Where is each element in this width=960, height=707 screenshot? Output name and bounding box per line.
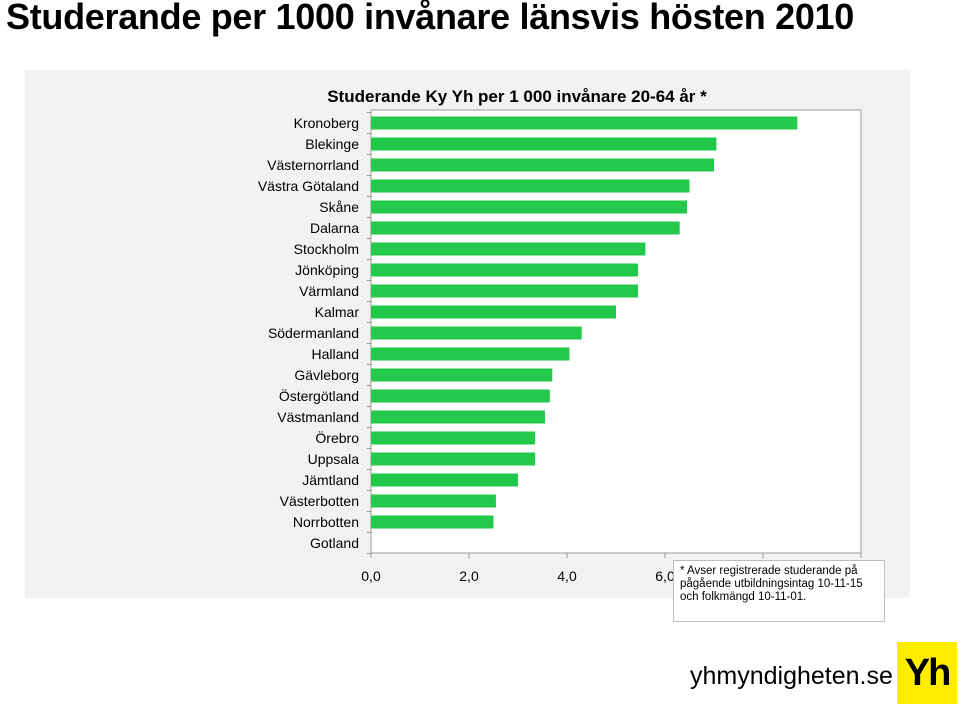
brand-url[interactable]: yhmyndigheten.se bbox=[690, 662, 893, 690]
category-label: Gotland bbox=[310, 535, 359, 551]
category-label: Västernorrland bbox=[267, 157, 359, 173]
category-label: Halland bbox=[312, 346, 359, 362]
yh-logo: Yh bbox=[897, 642, 957, 704]
bar bbox=[371, 221, 680, 235]
x-tick-label: 4,0 bbox=[557, 568, 577, 584]
category-label: Kalmar bbox=[315, 304, 360, 320]
bar bbox=[371, 515, 494, 529]
category-label: Norrbotten bbox=[293, 514, 359, 530]
category-label: Uppsala bbox=[308, 451, 360, 467]
category-label: Västerbotten bbox=[280, 493, 359, 509]
category-label: Kronoberg bbox=[294, 115, 359, 131]
bar bbox=[371, 452, 536, 466]
category-label: Blekinge bbox=[305, 136, 359, 152]
category-label: Gävleborg bbox=[294, 367, 359, 383]
bar-chart: Studerande Ky Yh per 1 000 invånare 20-6… bbox=[258, 87, 875, 584]
category-label: Södermanland bbox=[268, 325, 359, 341]
chart-title: Studerande Ky Yh per 1 000 invånare 20-6… bbox=[327, 87, 707, 106]
bars bbox=[371, 116, 798, 529]
x-tick-label: 6,0 bbox=[655, 568, 675, 584]
bar bbox=[371, 305, 616, 319]
category-label: Östergötland bbox=[279, 387, 359, 404]
bar bbox=[371, 368, 553, 382]
bar bbox=[371, 158, 714, 172]
x-tick-label: 2,0 bbox=[459, 568, 479, 584]
bar bbox=[371, 284, 639, 298]
bar bbox=[371, 410, 545, 424]
category-label: Västmanland bbox=[277, 409, 359, 425]
category-label: Skåne bbox=[319, 199, 359, 215]
footnote: * Avser registrerade studerande på pågåe… bbox=[673, 560, 885, 622]
category-label: Värmland bbox=[299, 283, 359, 299]
bar bbox=[371, 179, 690, 193]
bar bbox=[371, 473, 518, 487]
category-label: Stockholm bbox=[294, 241, 359, 257]
category-label: Västra Götaland bbox=[258, 178, 359, 194]
category-label: Jämtland bbox=[302, 472, 359, 488]
bar bbox=[371, 200, 688, 214]
bar bbox=[371, 242, 646, 256]
bar bbox=[371, 431, 536, 445]
category-label: Örebro bbox=[315, 429, 359, 446]
x-tick-label: 0,0 bbox=[361, 568, 381, 584]
bar bbox=[371, 137, 717, 151]
category-labels: Kronoberg Blekinge Västernorrland Västra Gö… bbox=[258, 115, 359, 551]
bar bbox=[371, 494, 496, 508]
bar bbox=[371, 389, 550, 403]
category-label: Jönköping bbox=[295, 262, 359, 278]
bar bbox=[371, 263, 639, 277]
bar bbox=[371, 326, 582, 340]
category-label: Dalarna bbox=[310, 220, 359, 236]
page-title: Studerande per 1000 invånare länsvis hös… bbox=[6, 0, 855, 37]
chart-panel: Studerande Ky Yh per 1 000 invånare 20-6… bbox=[25, 70, 910, 622]
bar bbox=[371, 347, 570, 361]
bar bbox=[371, 116, 798, 130]
